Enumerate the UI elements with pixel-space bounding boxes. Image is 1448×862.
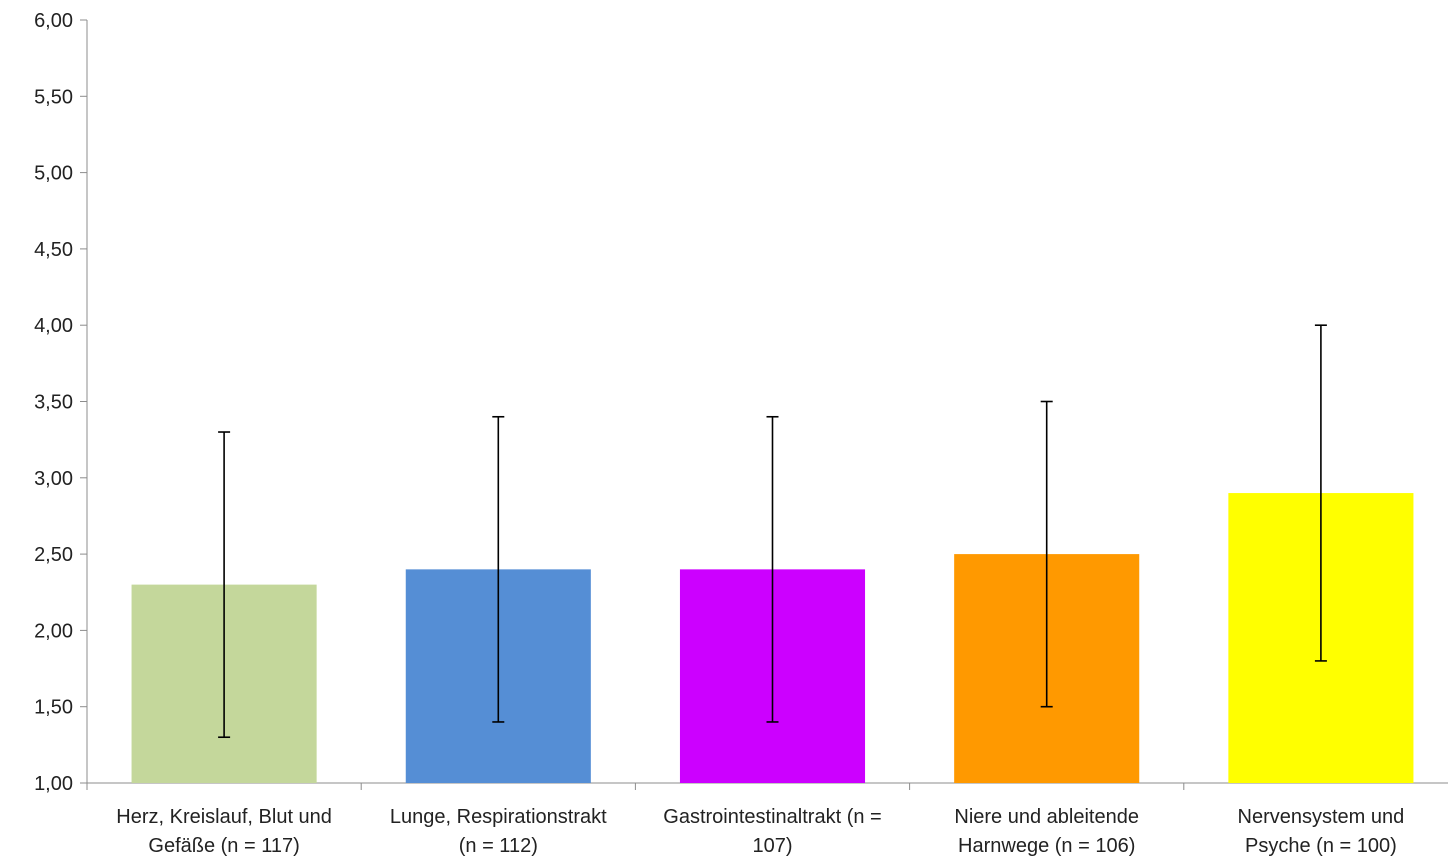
x-category-label: Nervensystem und Psyche (n = 100) [1238,806,1405,857]
error-bars [218,324,1327,739]
y-tick-label: 2,50 [34,544,73,566]
labels: 1,00 1,50 2,00 2,50 3,00 3,50 4,00 4,50 5,00 5,50… [34,10,1404,857]
y-tick-label: 1,00 [34,773,73,795]
x-category-label: Herz, Kreislauf, Blut und Gefäße (n = 117… [116,806,332,857]
y-tick-label: 2,00 [34,620,73,642]
bars [131,493,1414,783]
y-tick-label: 3,50 [34,392,73,414]
x-category-label: Lunge, Respirationstrakt (n = 112) [390,806,607,857]
y-tick-label: 1,50 [34,697,73,719]
y-tick-label: 5,50 [34,86,73,108]
y-tick-label: 6,00 [34,10,73,32]
y-tick-label: 4,50 [34,239,73,261]
y-tick-label: 5,00 [34,163,73,185]
x-category-label: Niere und ableitende Harnwege (n = 106) [954,806,1139,857]
x-category-label: Gastrointestinaltrakt (n = 107) [663,806,881,857]
y-tick-label: 3,00 [34,468,73,490]
y-tick-label: 4,00 [34,315,73,337]
